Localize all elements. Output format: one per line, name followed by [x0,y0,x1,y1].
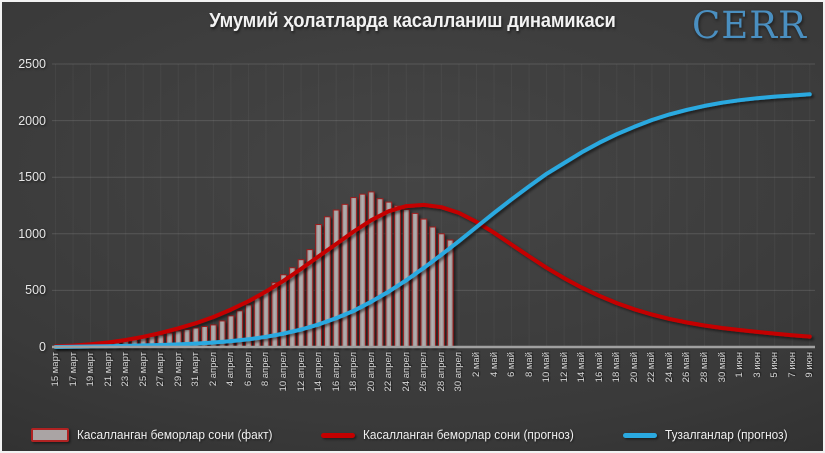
fact-bar [341,203,349,348]
x-axis-tick-label: 15 март [50,352,61,387]
y-axis-tick-label: 1500 [18,170,46,185]
x-axis-tick-label: 17 март [67,352,79,387]
x-axis-tick-label: 30 апрел [453,352,465,392]
legend-swatch-recovered-line [622,432,657,438]
legend-item: Касалланган беморлар сони (факт) [31,428,283,442]
y-axis-tick-label: 2000 [18,113,46,128]
x-axis-tick-label: 27 март [155,352,167,387]
x-axis-tick-label: 19 март [85,352,97,387]
x-axis-tick-label: 14 май [576,352,588,383]
fact-bar [332,209,340,348]
fact-bar [359,193,366,348]
plot-area [52,63,815,349]
fact-bar [288,267,296,348]
fact-bar [446,239,454,348]
x-axis-tick-label: 20 апрел [365,352,377,392]
x-axis-tick-label: 18 апрел [348,352,360,392]
legend: Касалланган беморлар сони (факт) Касаллан… [2,428,823,442]
x-axis-tick-label: 7 июн [786,352,798,378]
fact-bar [420,218,428,348]
fact-bar [376,198,384,348]
x-axis-tick-label: 28 апрел [435,352,447,392]
fact-bar [280,274,287,348]
x-axis-tick-label: 16 май [593,352,605,383]
fact-bar [367,191,375,348]
x-axis-tick-label: 14 апрел [313,352,325,392]
fact-bar [315,224,323,348]
legend-item: Касалланган беморлар сони (прогноз) [320,428,585,442]
x-axis-tick-label: 28 май [698,352,710,383]
x-axis-tick-label: 26 апрел [418,352,430,392]
cerr-logo: CERR [691,4,807,47]
chart-canvas [52,63,815,349]
y-axis-tick-label: 0 [39,340,46,354]
legend-label: Тузалганлар (прогноз) [664,428,788,442]
x-axis-tick-label: 22 май [646,352,658,383]
x-axis-tick-label: 21 март [102,352,114,387]
x-axis-tick-label: 10 май [541,352,553,383]
fact-bar [394,205,401,348]
x-axis-tick-label: 22 апрел [383,352,395,392]
x-axis-tick-label: 12 апрел [295,352,307,392]
legend-label: Касалланган беморлар сони (прогноз) [362,428,574,442]
x-axis-tick-label: 8 апрел [260,352,272,387]
x-axis-tick-label: 8 май [523,352,535,378]
x-axis-tick-label: 2 май [470,352,482,378]
x-axis-tick-label: 2 апрел [207,352,219,387]
forecast-line-path [53,202,812,349]
x-axis-tick-label: 29 март [172,352,184,387]
x-axis-tick-label: 6 май [506,352,518,378]
fact-bar [297,259,305,348]
x-axis-tick-label: 16 апрел [330,352,342,392]
recovered-line-path [53,92,812,349]
legend-swatch-forecast-line [320,432,355,438]
x-axis-tick-label: 31 март [190,352,202,387]
x-axis-tick-label: 26 май [681,352,693,383]
x-axis-tick-label: 18 май [611,352,623,383]
x-axis-tick-label: 24 апрел [400,352,412,392]
x-axis-tick-label: 3 июн [751,352,763,378]
y-axis-tick-label: 1000 [18,226,46,241]
chart-title: Умумий ҳолатларда касалланиш динамикаси [209,10,616,32]
fact-bar [411,212,419,348]
legend-item: Тузалганлар (прогноз) [622,428,794,442]
x-axis-tick-label: 20 май [628,352,640,383]
fact-bar [385,201,393,348]
x-axis-tick-label: 10 апрел [278,352,290,392]
x-axis-tick-label: 4 апрел [225,352,237,387]
x-axis-tick-label: 24 май [663,352,675,383]
fact-bar [429,226,437,348]
x-axis-tick-label: 4 май [488,352,500,378]
x-axis-tick-label: 5 июн [769,352,781,378]
legend-label: Касалланган беморлар сони (факт) [77,428,273,442]
legend-swatch-fact-bar [31,428,70,442]
x-axis-tick-label: 1 июн [734,352,746,378]
fact-bars-group [52,191,454,348]
x-axis-tick-label: 6 апрел [242,352,254,387]
y-axis-tick-label: 2500 [18,57,46,71]
x-axis-tick-label: 23 март [120,352,132,387]
fact-bar [350,197,358,348]
x-axis-tick-label: 25 март [137,352,149,387]
fact-bar [323,216,331,348]
x-axis-tick-label: 9 июн [804,352,816,378]
x-axis-tick-label: 30 май [716,352,728,383]
y-axis-tick-label: 500 [25,283,46,298]
x-axis-tick-label: 12 май [558,352,570,383]
